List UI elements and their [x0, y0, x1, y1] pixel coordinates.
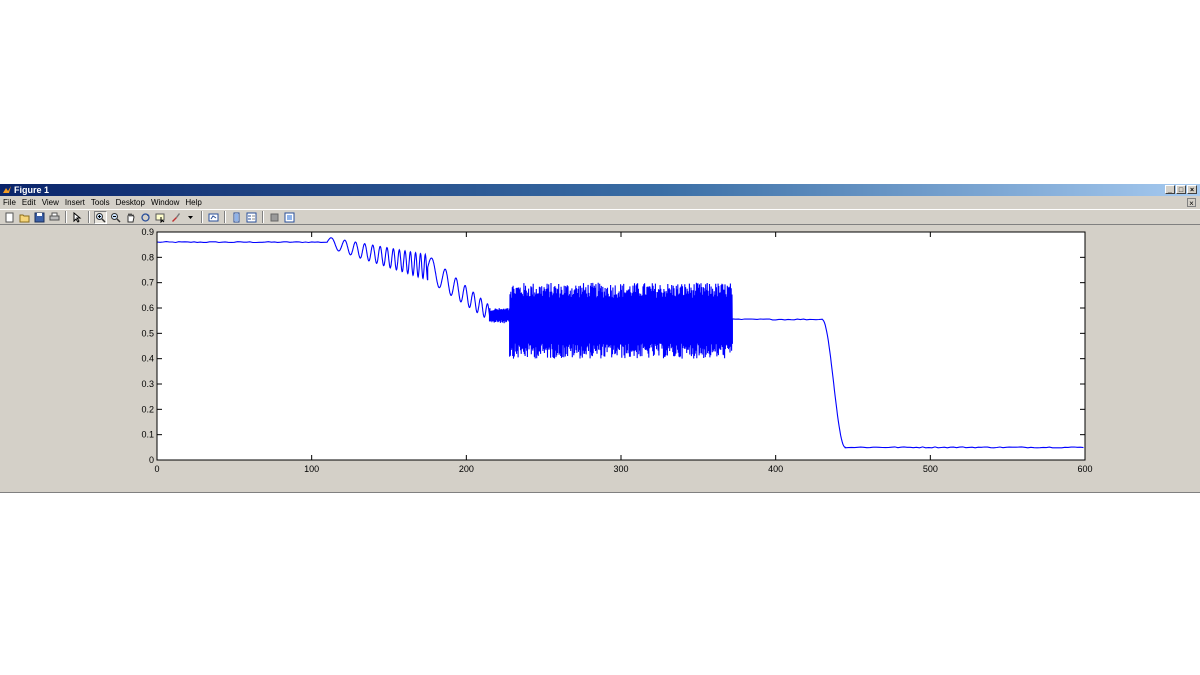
y-tick-label: 0.1	[141, 430, 154, 440]
brush-button[interactable]	[169, 211, 182, 224]
zoom-out-button[interactable]	[109, 211, 122, 224]
y-tick-label: 0.7	[141, 278, 154, 288]
menu-file[interactable]: File	[3, 198, 16, 207]
close-button[interactable]: ×	[1187, 185, 1197, 194]
menu-window[interactable]: Window	[150, 198, 180, 207]
open-file-icon	[19, 214, 30, 222]
menu-desktop[interactable]: Desktop	[115, 198, 145, 207]
y-tick-label: 0.5	[141, 328, 154, 338]
insert-colorbar-button[interactable]	[230, 211, 243, 224]
x-tick-label: 500	[923, 464, 938, 474]
y-tick-label: 0.9	[141, 227, 154, 237]
series-line	[156, 237, 1084, 449]
line-chart: 0 100 200 300 400 500 600 0 0.1 0.2 0.3 0.4 0.5 0.6 0.…	[141, 227, 1092, 474]
pan-button[interactable]	[124, 211, 137, 224]
insert-legend-icon	[246, 212, 257, 222]
toolbar-separator	[88, 211, 90, 223]
zoom-in-icon	[96, 212, 106, 223]
y-tick-label: 0.2	[141, 404, 154, 414]
new-figure-icon	[5, 212, 14, 222]
print-icon	[49, 212, 60, 220]
x-tick-label: 200	[459, 464, 474, 474]
x-tick-label: 300	[613, 464, 628, 474]
link-plot-icon	[208, 213, 219, 221]
data-cursor-button[interactable]	[154, 211, 167, 224]
menu-edit[interactable]: Edit	[21, 198, 36, 207]
x-tick-label: 100	[304, 464, 319, 474]
toolbar-separator	[262, 211, 264, 223]
matlab-logo-icon	[3, 186, 11, 193]
y-tick-label: 0.8	[141, 252, 154, 262]
menu-bar: File Edit View Insert Tools Desktop Wind…	[0, 197, 1200, 208]
hide-plot-tools-button[interactable]	[268, 211, 281, 224]
x-tick-label: 600	[1077, 464, 1092, 474]
window-title: Figure 1	[14, 185, 50, 195]
x-tick-label: 0	[154, 464, 159, 474]
print-button[interactable]	[48, 211, 61, 224]
menu-view[interactable]: View	[41, 198, 59, 207]
menu-help[interactable]: Help	[185, 198, 202, 207]
show-plot-tools-button[interactable]	[283, 211, 296, 224]
edit-plot-button[interactable]	[71, 211, 84, 224]
save-button[interactable]	[33, 211, 46, 224]
figure-toolbar	[0, 209, 1200, 225]
zoom-in-button[interactable]	[94, 210, 107, 224]
rotate-3d-button[interactable]	[139, 211, 152, 224]
y-tick-label: 0.6	[141, 303, 154, 313]
title-bar: Figure 1 _ □ ×	[0, 184, 1200, 196]
show-plot-tools-icon	[284, 212, 295, 222]
figure-window: Figure 1 _ □ × File Edit View Insert Too…	[0, 184, 1200, 493]
zoom-out-icon	[111, 212, 121, 223]
hide-plot-tools-icon	[270, 213, 279, 221]
maximize-button[interactable]: □	[1176, 185, 1186, 194]
pan-icon	[127, 212, 135, 222]
dropdown-arrow-icon	[188, 215, 193, 219]
menu-tools[interactable]: Tools	[90, 198, 110, 207]
y-tick-label: 0.4	[141, 354, 154, 364]
save-icon	[34, 212, 45, 222]
toolbar-separator	[201, 211, 203, 223]
edit-plot-icon	[73, 211, 82, 223]
open-file-button[interactable]	[18, 211, 31, 224]
new-figure-button[interactable]	[3, 211, 16, 224]
insert-colorbar-icon	[233, 212, 240, 222]
link-plot-button[interactable]	[207, 211, 220, 224]
y-tick-label: 0.3	[141, 379, 154, 389]
toolbar-separator	[224, 211, 226, 223]
menu-close-button[interactable]: ×	[1187, 198, 1196, 208]
toolbar-separator	[65, 211, 67, 223]
rotate-3d-icon	[141, 212, 150, 222]
brush-icon	[172, 212, 180, 222]
minimize-button[interactable]: _	[1165, 185, 1175, 194]
dropdown-arrow-button[interactable]	[184, 211, 197, 224]
x-tick-label: 400	[768, 464, 783, 474]
plot-area: 0 100 200 300 400 500 600 0 0.1 0.2 0.3 0.4 0.5 0.6 0.…	[0, 226, 1200, 492]
axes-background	[157, 232, 1085, 460]
menu-insert[interactable]: Insert	[64, 198, 85, 207]
insert-legend-button[interactable]	[245, 211, 258, 224]
window-controls: _ □ ×	[1165, 185, 1197, 194]
y-tick-label: 0	[149, 455, 154, 465]
data-cursor-icon	[155, 213, 165, 223]
